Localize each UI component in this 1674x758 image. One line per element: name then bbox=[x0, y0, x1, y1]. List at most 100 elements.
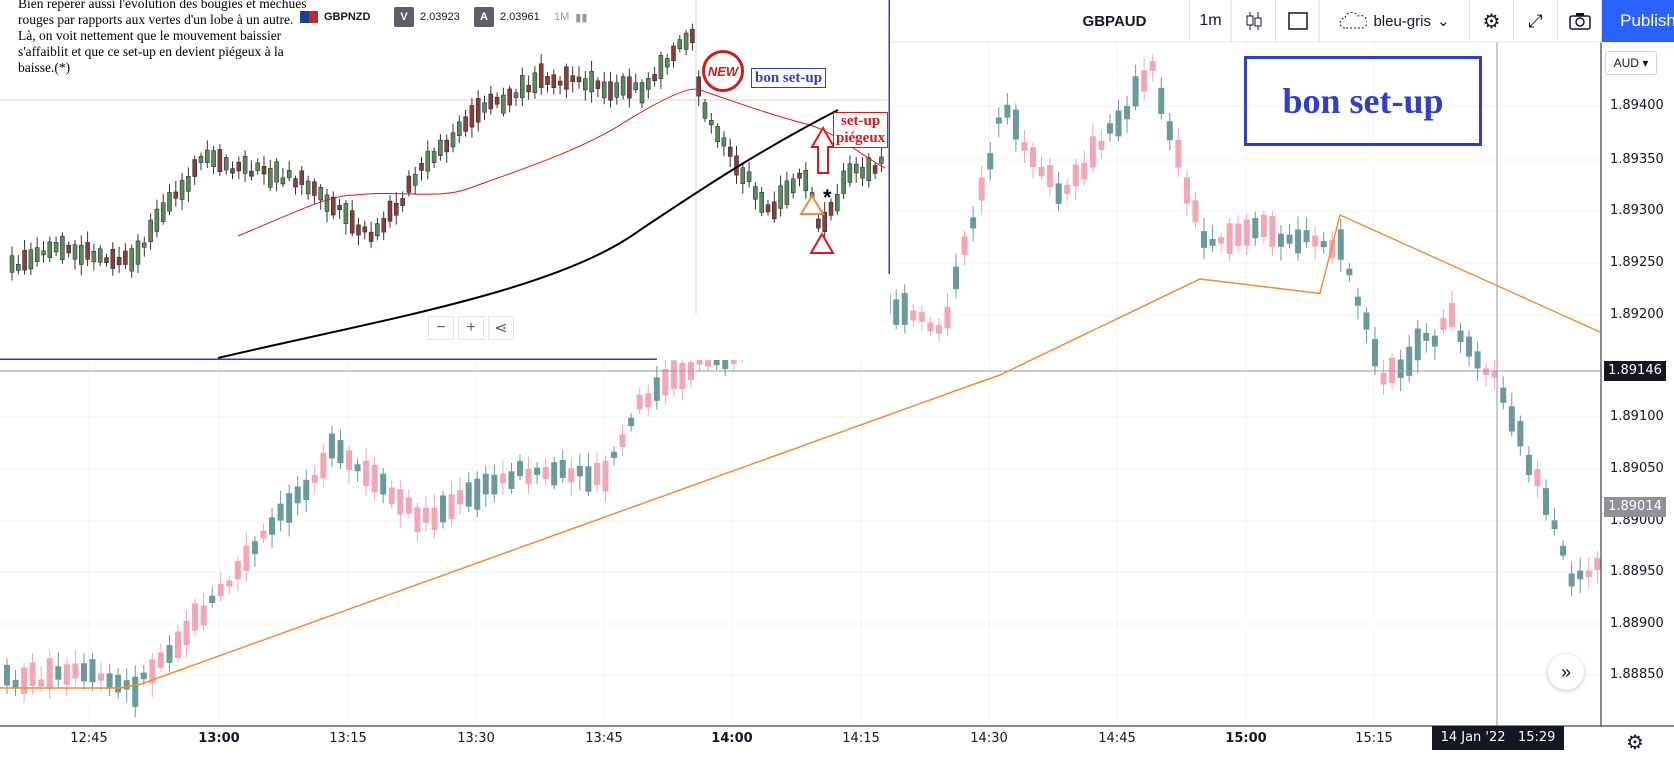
inset-candle bbox=[746, 171, 752, 182]
candle bbox=[1312, 235, 1319, 247]
inset-interval[interactable]: 1M bbox=[554, 11, 570, 23]
share-icon[interactable]: ⋖ bbox=[488, 316, 514, 340]
inset-candle bbox=[526, 85, 531, 93]
candle bbox=[995, 117, 1002, 124]
inset-candle bbox=[9, 255, 15, 273]
candle bbox=[696, 358, 703, 365]
candle bbox=[260, 530, 267, 539]
publish-button[interactable]: Publish bbox=[1602, 0, 1674, 42]
inset-candle bbox=[368, 231, 374, 242]
inset-candle bbox=[274, 161, 279, 183]
candle bbox=[1397, 359, 1404, 378]
candle bbox=[1141, 70, 1148, 92]
inset-candle bbox=[450, 132, 456, 148]
candle bbox=[38, 679, 45, 687]
candle bbox=[46, 658, 53, 690]
candle bbox=[1577, 570, 1584, 580]
flag-icon bbox=[300, 11, 318, 23]
theme-selector[interactable]: bleu-gris ⌄ bbox=[1320, 0, 1470, 42]
camera-icon[interactable] bbox=[1558, 0, 1602, 42]
candle bbox=[192, 603, 199, 631]
gear-icon[interactable]: ⚙ bbox=[1626, 732, 1644, 754]
candle bbox=[593, 462, 600, 486]
interval-button[interactable]: 1m bbox=[1190, 0, 1232, 42]
candles-icon[interactable]: ▮▮ bbox=[575, 11, 588, 24]
fullscreen-icon[interactable]: ⤢ bbox=[1514, 0, 1558, 42]
candle bbox=[1277, 233, 1284, 247]
candle bbox=[1500, 387, 1507, 403]
inset-candle bbox=[154, 208, 160, 232]
inset-chart bbox=[0, 0, 890, 360]
inset-candle bbox=[268, 168, 273, 188]
inset-ask-button[interactable]: A bbox=[474, 7, 494, 27]
inset-candle bbox=[186, 175, 191, 192]
inset-candle bbox=[715, 126, 720, 143]
red-arrow-up bbox=[810, 126, 836, 174]
price-tick-label: 1.89200 bbox=[1610, 307, 1664, 322]
candles-icon[interactable] bbox=[1232, 0, 1276, 42]
inset-screenshot: Bien repérer aussi l'évolution des bougi… bbox=[0, 0, 890, 360]
inset-candle bbox=[841, 170, 846, 194]
inset-candle bbox=[866, 157, 872, 182]
inset-candle bbox=[431, 151, 437, 163]
candle bbox=[1354, 296, 1361, 306]
inset-candle bbox=[557, 80, 563, 86]
candle bbox=[1166, 121, 1173, 141]
candle bbox=[1457, 330, 1464, 342]
inset-candle bbox=[173, 191, 179, 199]
chevron-down-icon: ▾ bbox=[1642, 56, 1649, 70]
scroll-to-realtime-button[interactable]: » bbox=[1548, 654, 1584, 690]
candle bbox=[1303, 230, 1310, 243]
candle bbox=[636, 394, 643, 410]
candle bbox=[1175, 139, 1182, 168]
symbol-search[interactable]: GBPAUD bbox=[1040, 0, 1190, 42]
candle bbox=[927, 322, 934, 332]
candle bbox=[1098, 140, 1105, 150]
inset-candle bbox=[286, 170, 292, 179]
asterisk-mark: * bbox=[823, 185, 832, 210]
candle bbox=[517, 460, 523, 476]
inset-candle bbox=[211, 150, 216, 167]
inset-candle bbox=[595, 80, 601, 89]
inset-candle bbox=[646, 78, 651, 90]
price-tick-label: 1.89250 bbox=[1610, 255, 1664, 270]
candle bbox=[1389, 357, 1396, 384]
candle bbox=[1260, 214, 1267, 237]
inset-bid-button[interactable]: V bbox=[394, 7, 414, 27]
candle bbox=[970, 217, 977, 229]
candle bbox=[1158, 87, 1165, 114]
inset-candle bbox=[387, 200, 393, 222]
inset-candle bbox=[488, 93, 494, 110]
zoom-in-button[interactable]: + bbox=[458, 316, 484, 340]
inset-candle bbox=[192, 159, 197, 177]
candle bbox=[388, 487, 395, 505]
time-tick-label: 14:30 bbox=[970, 731, 1008, 746]
currency-select[interactable]: AUD ▾ bbox=[1605, 51, 1657, 75]
inset-candle bbox=[652, 74, 657, 82]
candle bbox=[1012, 109, 1019, 140]
inset-candle bbox=[696, 76, 701, 97]
inset-candle bbox=[765, 204, 771, 213]
cloud-icon bbox=[1340, 12, 1368, 29]
inset-candle bbox=[312, 181, 317, 196]
inset-candle bbox=[671, 45, 676, 61]
zoom-out-button[interactable]: − bbox=[428, 316, 454, 340]
inset-candle bbox=[419, 162, 424, 171]
candle bbox=[935, 325, 942, 334]
inset-candle bbox=[299, 170, 305, 185]
inset-candle bbox=[198, 156, 204, 163]
candle bbox=[1474, 351, 1481, 369]
candle bbox=[1320, 241, 1327, 248]
time-tick-label: 14:00 bbox=[711, 731, 753, 746]
candle bbox=[585, 466, 592, 492]
inset-candle bbox=[41, 250, 46, 256]
inset-symbol: GBPNZD bbox=[324, 11, 371, 23]
candle bbox=[987, 153, 994, 170]
rectangle-icon[interactable] bbox=[1276, 0, 1320, 42]
candle bbox=[269, 517, 276, 535]
gear-icon[interactable]: ⚙ bbox=[1470, 0, 1514, 42]
inset-candle bbox=[721, 137, 727, 147]
price-tick-label: 1.89350 bbox=[1610, 152, 1664, 167]
candle bbox=[662, 369, 669, 396]
candle bbox=[1226, 223, 1233, 254]
